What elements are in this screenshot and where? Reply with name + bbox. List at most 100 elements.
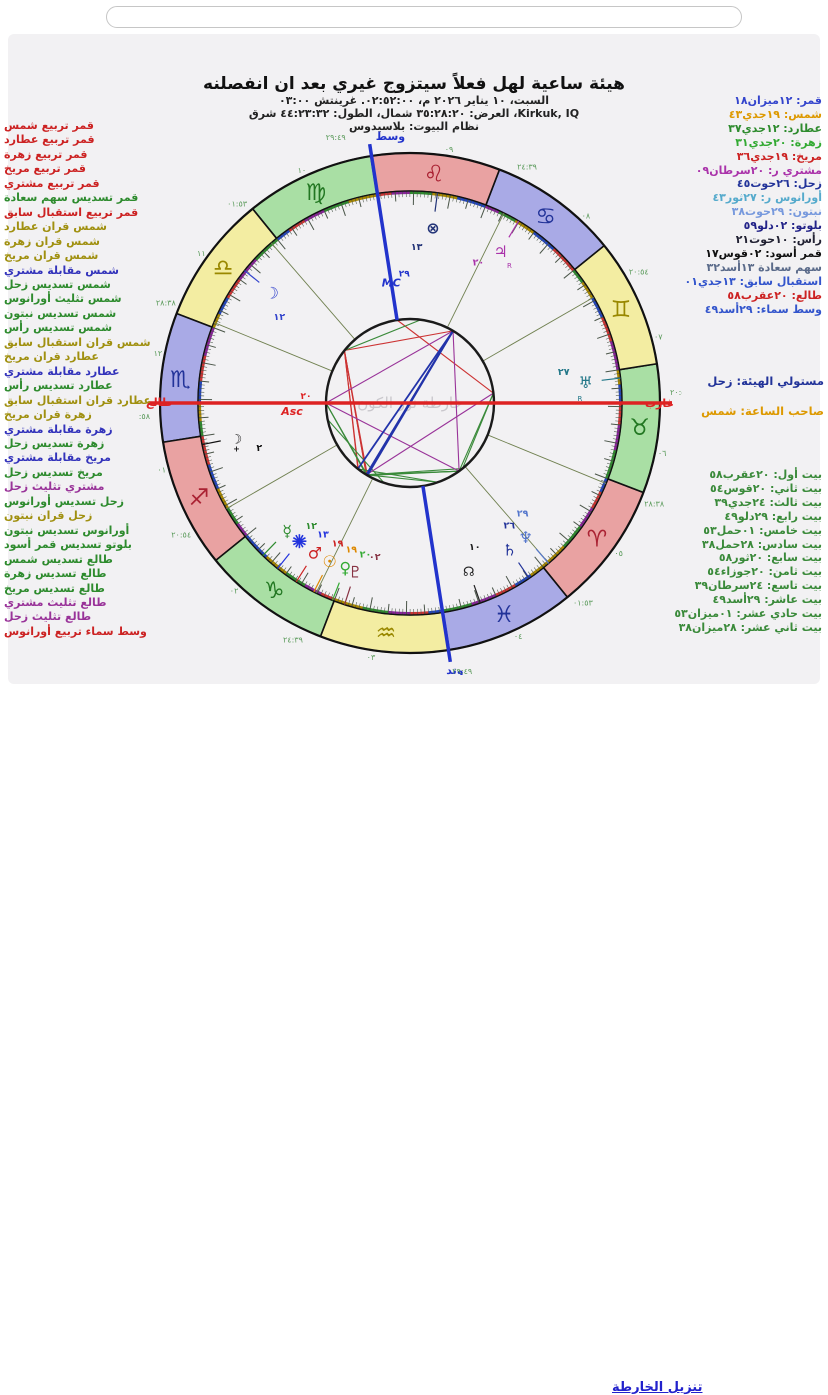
sun-degree-label: ١٩ — [345, 545, 357, 556]
sign-glyph-sagittarius: ♐ — [189, 485, 210, 511]
sign-glyph-libra: ♎ — [213, 255, 234, 281]
aspect-item: قمر تربيع مشتري — [0, 177, 161, 191]
aspect-item: زهرة مقابلة مشتري — [0, 423, 161, 437]
cusp-degree-label: ٢٤:٣٩ — [517, 162, 537, 171]
svg-text:R: R — [577, 395, 582, 403]
jupiter-glyph-icon: ♃ — [494, 242, 508, 261]
sign-glyph-aquarius: ♒ — [376, 621, 397, 647]
house-number-label: ٠٨ — [582, 212, 591, 221]
aspect-item: مريخ تسديس زحل — [0, 466, 161, 480]
neptune-glyph-icon: ♆ — [519, 528, 533, 547]
figure-ruler: مستولي الهيئة: زحل — [660, 374, 824, 388]
uranus-degree-label: ٢٧ — [558, 367, 570, 378]
astro-wheel: ♈♉♊♋♌♍♎♏♐♑♒♓٠١٢٠:٥٤٠٢٢٤:٣٩٠٣٠٤٠١:٥٣٠٥٢٨:… — [138, 131, 682, 675]
lilith-degree-label: ٢ — [256, 443, 262, 454]
aspect-item: طالع تسديس زهرة — [0, 567, 161, 581]
position-item: وسط سماء: ٢٩أسد٤٩ — [660, 303, 824, 317]
aspect-item: عطارد مقابلة مشتري — [0, 365, 161, 379]
aspect-item: بلوتو تسديس قمر أسود — [0, 538, 161, 552]
aspect-item: عطارد قران مريخ — [0, 350, 161, 364]
house-item: بيت سابع: ٢٠ثور٥٨ — [652, 551, 824, 565]
page-title: هيئة ساعية لهل فعلاً سيتزوج غيري بعد ان … — [8, 34, 820, 94]
aspect-item: قمر تربيع عطارد — [0, 133, 161, 147]
aspect-item: شمس قران مريخ — [0, 249, 161, 263]
sign-glyph-taurus: ♉ — [629, 415, 650, 441]
svg-text:+: + — [233, 445, 240, 454]
house-item: بيت ثالث: ٢٤جدي٣٩ — [652, 496, 824, 510]
pof-degree-label: ١٣ — [411, 242, 423, 253]
sun-glyph-icon: ☉ — [323, 552, 337, 571]
aspect-item: طالع تسديس مريخ — [0, 582, 161, 596]
aspect-item: شمس مقابلة مشتري — [0, 264, 161, 278]
neptune-degree-label: ٢٩ — [517, 508, 529, 519]
saturn-degree-label: ٢٦ — [503, 521, 515, 532]
pluto-degree-label: ٠٢ — [369, 552, 381, 563]
house-number-label: ٠٣ — [367, 653, 376, 662]
position-item: أورانوس ر: ٢٧ثور٤٣ — [660, 191, 824, 205]
position-item: شمس: ١٩جدي٤٣ — [660, 108, 824, 122]
house-item: بيت سادس: ٢٨حمل٣٨ — [652, 538, 824, 552]
position-item: نبتون: ٢٩حوت٣٨ — [660, 205, 824, 219]
mars-glyph-icon: ♂ — [308, 543, 322, 562]
svg-text:R: R — [507, 262, 512, 270]
page: { "page": { "download_link": "تنزيل الخا… — [0, 0, 828, 713]
aspect-item: قمر تسديس سهم سعادة — [0, 191, 161, 205]
house-item: بيت ثامن: ٢٠جوزاء٥٤ — [652, 565, 824, 579]
house-number-label: ٠٤ — [514, 632, 523, 641]
node-degree-label: ١٠ — [469, 542, 481, 553]
position-item: عطارد: ١٢جدي٣٧ — [660, 122, 824, 136]
bottom-bar: تنزيل الخارطة — [0, 684, 828, 713]
house-item: بيت ثاني عشر: ٢٨ميزان٣٨ — [652, 621, 824, 635]
position-item: رأس: ١٠حوت٢١ — [660, 233, 824, 247]
aspect-item: طالع تسديس شمس — [0, 553, 161, 567]
istiqbal-degree-label: ١٣ — [317, 530, 329, 541]
cusp-degree-label: ٢٠:٥٤ — [629, 267, 649, 276]
position-item: بلوتو: ٠٢دلو٥٩ — [660, 219, 824, 233]
mercury-glyph-icon: ☿ — [282, 521, 292, 540]
uranus-glyph-icon: ♅ — [579, 373, 593, 392]
house-item: بيت عاشر: ٢٩أسد٤٩ — [652, 593, 824, 607]
cusp-degree-label: ٠١:٥٣ — [227, 199, 248, 208]
sign-glyph-virgo: ♍ — [306, 180, 327, 206]
aspect-item: شمس قران زهرة — [0, 235, 161, 249]
aspect-item: شمس قران استقبال سابق — [0, 336, 161, 350]
sign-glyph-scorpio: ♏ — [170, 367, 191, 393]
mercury-degree-label: ١٢ — [305, 521, 317, 532]
sign-glyph-cancer: ♋ — [535, 204, 556, 230]
aspect-item: قمر تربيع استقبال سابق — [0, 206, 161, 220]
mc-label: وسط — [376, 131, 406, 143]
aspect-item: قمر تربيع مريخ — [0, 162, 161, 176]
aspect-item: شمس قران عطارد — [0, 220, 161, 234]
ic-cusp-degree: ٢٩:٤٩ — [452, 667, 472, 675]
asc-inner-degree: ٢٠ — [301, 392, 312, 402]
pluto-glyph-icon: ♇ — [348, 562, 362, 581]
aspect-item: زهرة قران مريخ — [0, 408, 161, 422]
moon-degree-label: ١٢ — [274, 312, 286, 323]
house-item: بيت تاسع: ٢٤سرطان٣٩ — [652, 579, 824, 593]
jupiter-degree-label: ٢٠ — [473, 258, 485, 269]
house-number-label: ١٠ — [298, 166, 307, 175]
sign-glyph-capricorn: ♑ — [264, 578, 285, 604]
house-number-label: ٠٢ — [230, 586, 239, 595]
position-item: مريخ: ١٩جدي٣٦ — [660, 150, 824, 164]
aspect-item: زحل قران نبتون — [0, 509, 161, 523]
pof-glyph-icon: ⊗ — [426, 218, 439, 237]
mc-cusp-degree: ٢٩:٤٩ — [326, 133, 346, 142]
moon-glyph-icon: ☽ — [265, 283, 279, 302]
house-item: بيت رابع: ٢٩دلو٤٩ — [652, 510, 824, 524]
position-item: قمر: ١٢ميزان١٨ — [660, 94, 824, 108]
search-input[interactable] — [106, 6, 742, 28]
aspect-item: مشتري تثليث زحل — [0, 480, 161, 494]
sign-glyph-aries: ♈ — [587, 527, 608, 553]
position-item: قمر أسود: ٠٢قوس١٧ — [660, 247, 824, 261]
aspect-item: أورانوس تسديس نبتون — [0, 524, 161, 538]
cusp-degree-label: ٢٠:٥٤ — [171, 531, 191, 540]
house-item: بيت ثاني: ٢٠قوس٥٤ — [652, 482, 824, 496]
aspect-item: عطارد تسديس رأس — [0, 379, 161, 393]
aspect-item: عطارد قران استقبال سابق — [0, 394, 161, 408]
download-chart-link[interactable]: تنزيل الخارطة — [612, 1380, 703, 1395]
position-item: طالع: ٢٠عقرب٥٨ — [660, 289, 824, 303]
asc-inner-label: Asc — [280, 405, 303, 418]
